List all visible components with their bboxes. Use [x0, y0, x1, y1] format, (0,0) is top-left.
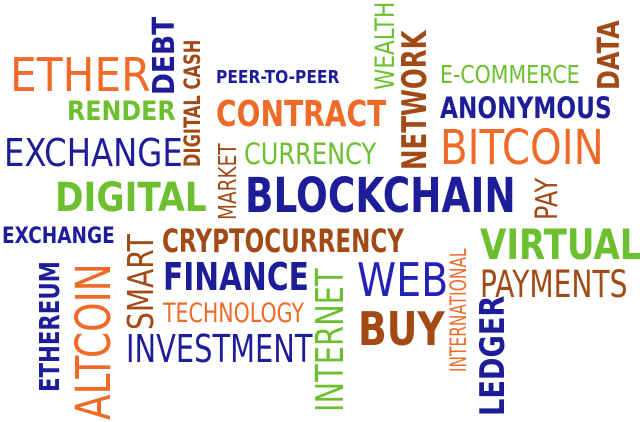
- word-altcoin: ALTCOIN: [66, 263, 122, 420]
- word-contract: CONTRACT: [216, 94, 387, 135]
- word-render: RENDER: [67, 96, 176, 127]
- word-buy: BUY: [358, 302, 445, 356]
- word-investment: INVESTMENT: [126, 327, 313, 371]
- word-market: MARKET: [213, 143, 242, 220]
- word-data: DATA: [592, 20, 627, 90]
- word-web: WEB: [357, 253, 449, 307]
- word-currency: CURRENCY: [244, 137, 377, 171]
- word-digital-cash: DIGITAL CASH: [181, 39, 206, 167]
- word-exchange-1: EXCHANGE: [4, 131, 183, 175]
- word-cryptocurrency: CRYPTOCURRENCY: [162, 222, 404, 260]
- word-digital: DIGITAL: [55, 175, 207, 221]
- word-network: NETWORK: [395, 30, 435, 171]
- word-ether: ETHER: [10, 48, 151, 102]
- word-ledger: LEDGER: [473, 295, 513, 416]
- word-exchange-2: EXCHANGE: [2, 224, 115, 249]
- word-ethereum: ETHEREUM: [33, 261, 66, 392]
- word-debt: DEBT: [147, 16, 182, 95]
- word-blockchain: BLOCKCHAIN: [245, 168, 516, 224]
- word-technology: TECHNOLOGY: [163, 298, 305, 329]
- word-internet: INTERNET: [308, 268, 352, 412]
- word-finance: FINANCE: [163, 255, 309, 299]
- word-virtual: VIRTUAL: [480, 220, 640, 269]
- word-pay: PAY: [530, 177, 565, 220]
- word-payments: PAYMENTS: [480, 263, 628, 306]
- word-smart: SMART: [121, 234, 162, 330]
- word-international: INTERNATIONAL: [447, 248, 472, 372]
- word-e-commerce: E-COMMERCE: [440, 60, 580, 89]
- word-anonymous: ANONYMOUS: [440, 91, 612, 125]
- word-bitcoin: BITCOIN: [440, 120, 604, 176]
- word-peer-to-peer: PEER-TO-PEER: [216, 67, 340, 88]
